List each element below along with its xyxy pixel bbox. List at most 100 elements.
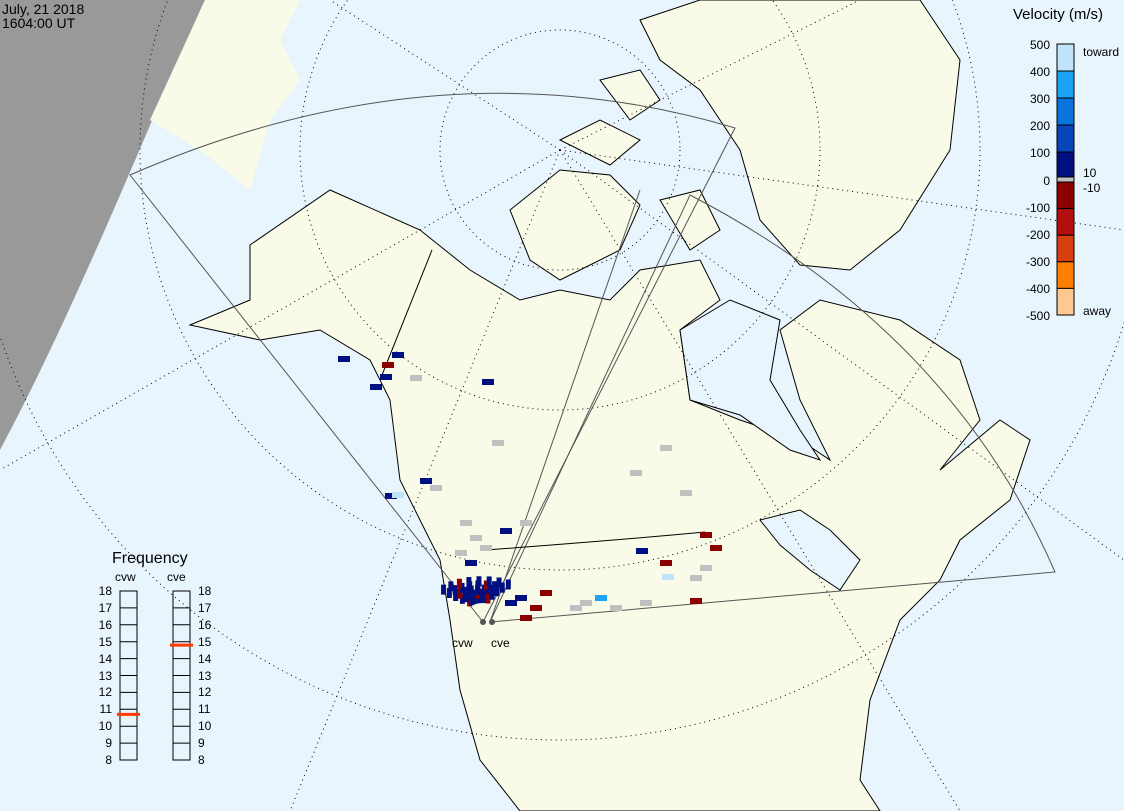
- frequency-tick: 12: [98, 685, 112, 700]
- frequency-radar-cve: cve: [167, 570, 186, 584]
- echo-cell: [485, 593, 491, 604]
- colorbar-tick: -100: [1025, 200, 1050, 215]
- echo-cell: [380, 374, 392, 380]
- echo-cell: [500, 528, 512, 534]
- echo-cell: [483, 580, 489, 591]
- echo-cell: [470, 535, 482, 541]
- echo-cell: [520, 520, 532, 526]
- echo-cell: [505, 600, 517, 606]
- echo-cell: [459, 593, 465, 604]
- frequency-tick: 18: [98, 584, 112, 598]
- frequency-tick: 14: [98, 651, 112, 666]
- echo-cell: [452, 585, 458, 596]
- frequency-tick: 10: [198, 719, 212, 734]
- radar-site-cve[interactable]: [489, 619, 495, 625]
- echo-cell: [496, 577, 502, 588]
- colorbar-tick: 100: [1029, 146, 1050, 161]
- toward-label: toward: [1083, 45, 1120, 59]
- echo-cell: [457, 588, 463, 599]
- frequency-tick: 13: [198, 668, 212, 683]
- echo-cell: [420, 478, 432, 484]
- echo-cell: [392, 492, 404, 498]
- echo-cell: [570, 605, 582, 611]
- colorbar-tick: 300: [1029, 92, 1050, 107]
- gs-lower-limit: -10: [1083, 181, 1101, 195]
- echo-cell: [460, 520, 472, 526]
- colorbar-tick: 400: [1029, 65, 1050, 80]
- colorbar-segment: [1056, 43, 1075, 72]
- colorbar-segment: [1056, 287, 1075, 316]
- frequency-tick: 8: [105, 753, 112, 767]
- echo-cell: [595, 595, 607, 601]
- echo-cell: [370, 384, 382, 390]
- frequency-tick: 11: [198, 702, 211, 717]
- echo-cell: [338, 356, 350, 362]
- frequency-radar-cvw: cvw: [115, 570, 136, 584]
- arctic-island: [659, 189, 721, 251]
- great-lakes: [759, 509, 861, 591]
- colorbar-segment: [1056, 97, 1075, 126]
- radar-site-cvw[interactable]: [480, 619, 486, 625]
- frequency-tick: 16: [98, 617, 112, 632]
- echo-cell: [636, 548, 648, 554]
- colorbar-tick: -400: [1025, 281, 1050, 296]
- echo-cell: [499, 582, 505, 593]
- frequency-bars: [117, 590, 193, 761]
- echo-cell: [392, 352, 404, 358]
- echo-cell: [494, 586, 500, 597]
- frequency-tick: 11: [99, 702, 112, 717]
- colorbar-tick: 200: [1029, 119, 1050, 134]
- echo-cell: [446, 587, 452, 598]
- frequency-tick: 15: [198, 634, 212, 649]
- echo-cell: [580, 600, 592, 606]
- echo-cell: [710, 545, 722, 551]
- echo-cell: [662, 574, 674, 580]
- echo-cell: [465, 560, 477, 566]
- arctic-island: [599, 69, 661, 121]
- colorbar-segment: [1056, 261, 1075, 289]
- frequency-tick: 10: [98, 719, 112, 734]
- velocity-colorbar: [1056, 43, 1075, 316]
- echo-cell: [453, 591, 459, 602]
- frequency-tick: 9: [198, 736, 205, 751]
- echo-cell: [660, 560, 672, 566]
- colorbar-tick: -500: [1025, 309, 1050, 323]
- echo-cell: [462, 592, 468, 603]
- echo-cell: [466, 590, 472, 601]
- time-label: 1604:00 UT: [2, 15, 76, 31]
- echo-cell: [700, 532, 712, 538]
- frequency-tick: 9: [105, 736, 112, 751]
- frequency-tick: 8: [198, 753, 205, 767]
- frequency-tick: 14: [198, 651, 212, 666]
- gs-upper-limit: 10: [1083, 166, 1097, 180]
- frequency-tick: 16: [198, 617, 212, 632]
- radar-label-cvw: cvw: [452, 636, 473, 650]
- colorbar-segment: [1056, 124, 1075, 153]
- echo-cell: [476, 576, 482, 587]
- colorbar-segment: [1056, 208, 1075, 236]
- colorbar-tick: -200: [1025, 227, 1050, 242]
- echo-cell: [448, 581, 454, 592]
- colorbar-tick: 0: [1043, 173, 1050, 188]
- colorbar-tick: 500: [1029, 38, 1050, 52]
- colorbar-segment: [1056, 181, 1075, 210]
- radar-fields-of-view: [129, 92, 1056, 623]
- radar-label-cve: cve: [491, 636, 510, 650]
- colorbar-segment: [1056, 151, 1075, 180]
- frequency-tick: 12: [198, 685, 212, 700]
- echo-cell: [430, 485, 442, 491]
- hudson-bay: [679, 299, 822, 461]
- date-label: July, 21 2018: [2, 1, 85, 17]
- echo-cell: [505, 579, 511, 590]
- echo-cell: [515, 595, 527, 601]
- away-label: away: [1083, 304, 1112, 318]
- echo-cell: [640, 600, 652, 606]
- echo-cell: [486, 576, 492, 587]
- echo-cell: [700, 565, 712, 571]
- frequency-tick: 18: [198, 584, 212, 598]
- echo-cell: [462, 586, 468, 597]
- echo-cell: [680, 490, 692, 496]
- frequency-title: Frequency: [112, 550, 188, 567]
- colorbar-tick: -300: [1025, 254, 1050, 269]
